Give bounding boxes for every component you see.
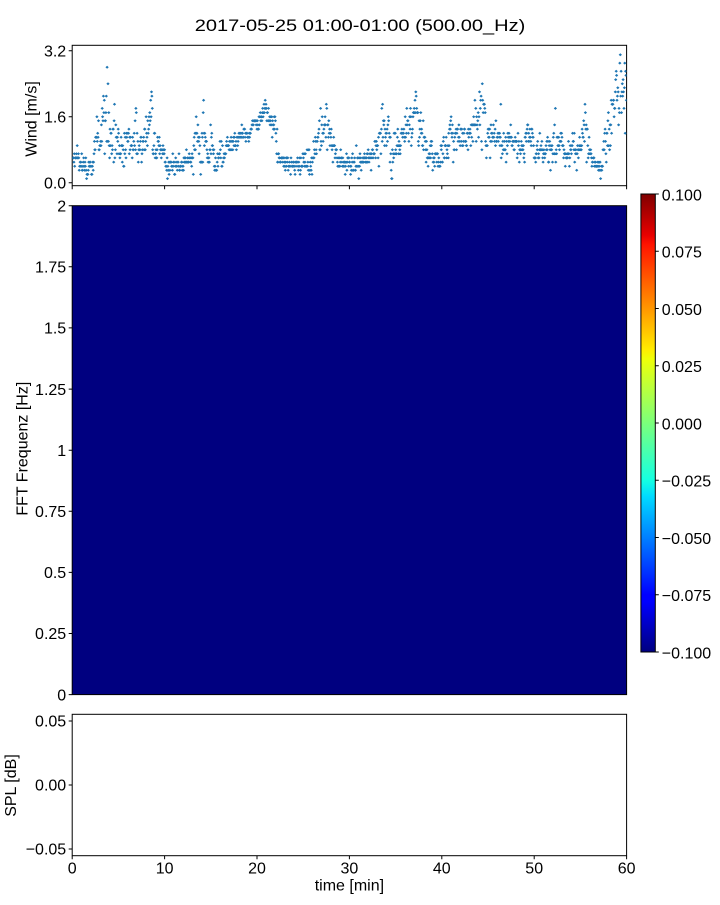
svg-text:−0.025: −0.025 — [662, 474, 711, 491]
svg-text:50: 50 — [525, 860, 543, 877]
svg-text:Wind [m/s]: Wind [m/s] — [24, 81, 41, 157]
svg-text:0.00: 0.00 — [35, 778, 66, 795]
svg-text:20: 20 — [248, 860, 266, 877]
svg-text:1.75: 1.75 — [35, 260, 66, 277]
svg-text:1.5: 1.5 — [44, 321, 66, 338]
svg-text:time [min]: time [min] — [315, 878, 384, 895]
svg-text:0.025: 0.025 — [662, 359, 702, 376]
svg-text:1.25: 1.25 — [35, 382, 66, 399]
svg-text:0.100: 0.100 — [662, 187, 702, 204]
svg-text:10: 10 — [156, 860, 174, 877]
svg-text:2017-05-25 01:00-01:00 (500.00: 2017-05-25 01:00-01:00 (500.00_Hz) — [195, 17, 526, 35]
svg-text:0.000: 0.000 — [662, 416, 702, 433]
svg-text:0.050: 0.050 — [662, 302, 702, 319]
svg-text:0.5: 0.5 — [44, 565, 66, 582]
svg-text:0: 0 — [68, 860, 77, 877]
svg-text:1: 1 — [57, 443, 66, 460]
svg-text:0: 0 — [57, 687, 66, 704]
svg-text:−0.100: −0.100 — [662, 645, 711, 662]
svg-text:60: 60 — [618, 860, 636, 877]
svg-text:40: 40 — [433, 860, 451, 877]
svg-text:3.2: 3.2 — [44, 43, 66, 60]
svg-text:−0.05: −0.05 — [26, 842, 67, 859]
svg-text:0.05: 0.05 — [35, 714, 66, 731]
svg-text:−0.050: −0.050 — [662, 531, 711, 548]
svg-text:FFT Frequenz [Hz]: FFT Frequenz [Hz] — [15, 382, 32, 516]
svg-text:30: 30 — [341, 860, 359, 877]
svg-text:0.075: 0.075 — [662, 245, 702, 262]
svg-text:−0.075: −0.075 — [662, 588, 711, 605]
svg-text:0.75: 0.75 — [35, 504, 66, 521]
svg-text:0.25: 0.25 — [35, 626, 66, 643]
svg-text:SPL [dB]: SPL [dB] — [3, 754, 20, 817]
svg-text:0.0: 0.0 — [44, 175, 66, 192]
svg-text:2: 2 — [57, 198, 66, 215]
svg-text:1.6: 1.6 — [44, 109, 66, 126]
